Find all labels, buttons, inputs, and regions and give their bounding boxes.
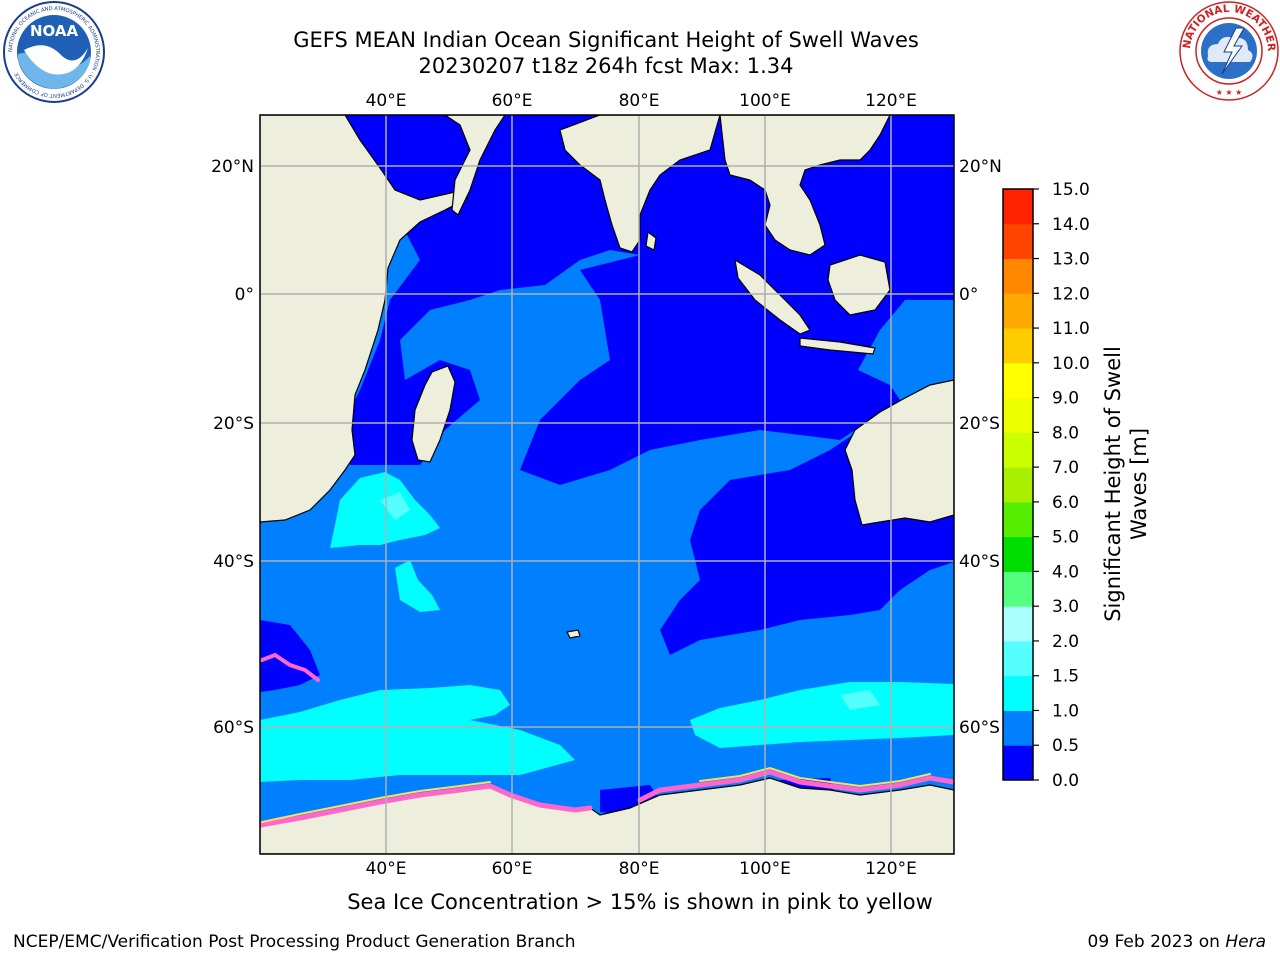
colorbar-swatch xyxy=(1003,432,1033,468)
lon-label-top: 40°E xyxy=(366,91,407,111)
sea-ice-note: Sea Ice Concentration > 15% is shown in … xyxy=(347,890,933,914)
lon-label-bottom: 80°E xyxy=(619,859,660,879)
colorbar-title-line2: Waves [m] xyxy=(1127,427,1151,541)
footer-credit: NCEP/EMC/Verification Post Processing Pr… xyxy=(13,932,576,952)
colorbar-tick-label: 11.0 xyxy=(1052,319,1090,339)
colorbar-tick-label: 2.0 xyxy=(1052,632,1079,652)
nws-logo-icon: NATIONAL WEATHER SERVICE ★ ★ ★ xyxy=(1178,0,1279,101)
colorbar-swatch xyxy=(1003,501,1033,538)
colorbar-swatch xyxy=(1003,258,1033,294)
lon-label-bottom: 100°E xyxy=(739,859,791,879)
colorbar-swatch xyxy=(1003,640,1033,677)
lat-label-right: 20°N xyxy=(959,157,1002,177)
lat-label-left: 20°N xyxy=(211,157,254,177)
colorbar-swatch xyxy=(1003,745,1033,781)
colorbar-tick-label: 3.0 xyxy=(1052,597,1079,617)
lat-label-left: 20°S xyxy=(213,414,254,434)
swell-10-15-regions xyxy=(260,472,954,782)
colorbar-swatch xyxy=(1003,710,1033,746)
colorbar-tick-label: 1.5 xyxy=(1052,667,1079,687)
colorbar-swatch xyxy=(1003,293,1033,329)
noaa-logo-icon: NOAA NATIONAL OCEANIC AND ATMOSPHERIC AD… xyxy=(3,1,105,103)
colorbar-tick-label: 1.0 xyxy=(1052,701,1079,721)
sea-ice-fringe xyxy=(260,652,954,828)
colorbar-swatch xyxy=(1003,328,1033,364)
colorbar-swatch xyxy=(1003,536,1033,572)
lon-label-top: 80°E xyxy=(619,91,660,111)
footer-date: 09 Feb 2023 on Hera xyxy=(1088,932,1266,952)
colorbar-swatch xyxy=(1003,675,1033,711)
colorbar-swatch xyxy=(1003,223,1033,260)
map-gridlines xyxy=(260,115,954,854)
lat-label-right: 60°S xyxy=(959,718,1000,738)
lat-labels-right: 20°N 0° 20°S 40°S 60°S xyxy=(959,157,1002,738)
lon-labels-top: 40°E 60°E 80°E 100°E 120°E xyxy=(366,91,917,111)
lat-label-right: 0° xyxy=(959,285,978,305)
swell-15-20-regions xyxy=(380,492,880,710)
colorbar-tick-label: 4.0 xyxy=(1052,562,1079,582)
map-frame xyxy=(259,114,955,855)
lat-label-left: 0° xyxy=(235,285,254,305)
lat-labels-left: 20°N 0° 20°S 40°S 60°S xyxy=(211,157,254,738)
lat-label-left: 40°S xyxy=(213,552,254,572)
map-plot-area xyxy=(260,115,954,854)
lat-label-right: 20°S xyxy=(959,414,1000,434)
colorbar-tick-label: 0.0 xyxy=(1052,771,1079,791)
lat-label-right: 40°S xyxy=(959,552,1000,572)
colorbar-tick-label: 6.0 xyxy=(1052,493,1079,513)
land-masses xyxy=(260,115,954,854)
colorbar-swatch xyxy=(1003,362,1033,399)
lon-label-bottom: 120°E xyxy=(865,859,917,879)
colorbar-title-line1: Significant Height of Swell xyxy=(1101,346,1125,622)
colorbar-swatch xyxy=(1003,606,1033,642)
colorbar-tick-label: 7.0 xyxy=(1052,458,1079,478)
lat-label-left: 60°S xyxy=(213,718,254,738)
lon-label-top: 100°E xyxy=(739,91,791,111)
footer-date-text: 09 Feb 2023 on xyxy=(1087,932,1226,952)
lon-label-top: 120°E xyxy=(865,91,917,111)
colorbar-tick-label: 9.0 xyxy=(1052,389,1079,409)
colorbar-frame xyxy=(1002,188,1034,781)
colorbar-tick-label: 10.0 xyxy=(1052,354,1090,374)
colorbar-ticks: 0.0 0.5 1.0 1.5 2.0 3.0 4.0 5.0 6.0 7.0 8.0 9.0 10.0… xyxy=(1033,180,1090,791)
nws-stars-icon: ★ ★ ★ xyxy=(1216,88,1243,97)
colorbar-tick-label: 5.0 xyxy=(1052,528,1079,548)
lon-labels-bottom: 40°E 60°E 80°E 100°E 120°E xyxy=(366,859,917,879)
colorbar-swatch xyxy=(1003,571,1033,607)
lon-label-bottom: 60°E xyxy=(492,859,533,879)
lon-label-top: 60°E xyxy=(492,91,533,111)
chart-subtitle: 20230207 t18z 264h fcst Max: 1.34 xyxy=(418,54,794,78)
noaa-logo-text: NOAA xyxy=(30,22,79,40)
lon-label-bottom: 40°E xyxy=(366,859,407,879)
colorbar-tick-label: 8.0 xyxy=(1052,423,1079,443)
colorbar-tick-label: 15.0 xyxy=(1052,180,1090,200)
colorbar-swatch xyxy=(1003,397,1033,433)
colorbar-tick-label: 13.0 xyxy=(1052,250,1090,270)
colorbar-tick-label: 0.5 xyxy=(1052,736,1079,756)
colorbar-swatches xyxy=(1003,189,1033,781)
chart-title: GEFS MEAN Indian Ocean Significant Heigh… xyxy=(293,28,919,52)
colorbar-tick-label: 14.0 xyxy=(1052,215,1090,235)
colorbar-tick-label: 12.0 xyxy=(1052,284,1090,304)
colorbar-swatch xyxy=(1003,189,1033,225)
colorbar-swatch xyxy=(1003,467,1033,503)
footer-host: Hera xyxy=(1225,932,1266,952)
